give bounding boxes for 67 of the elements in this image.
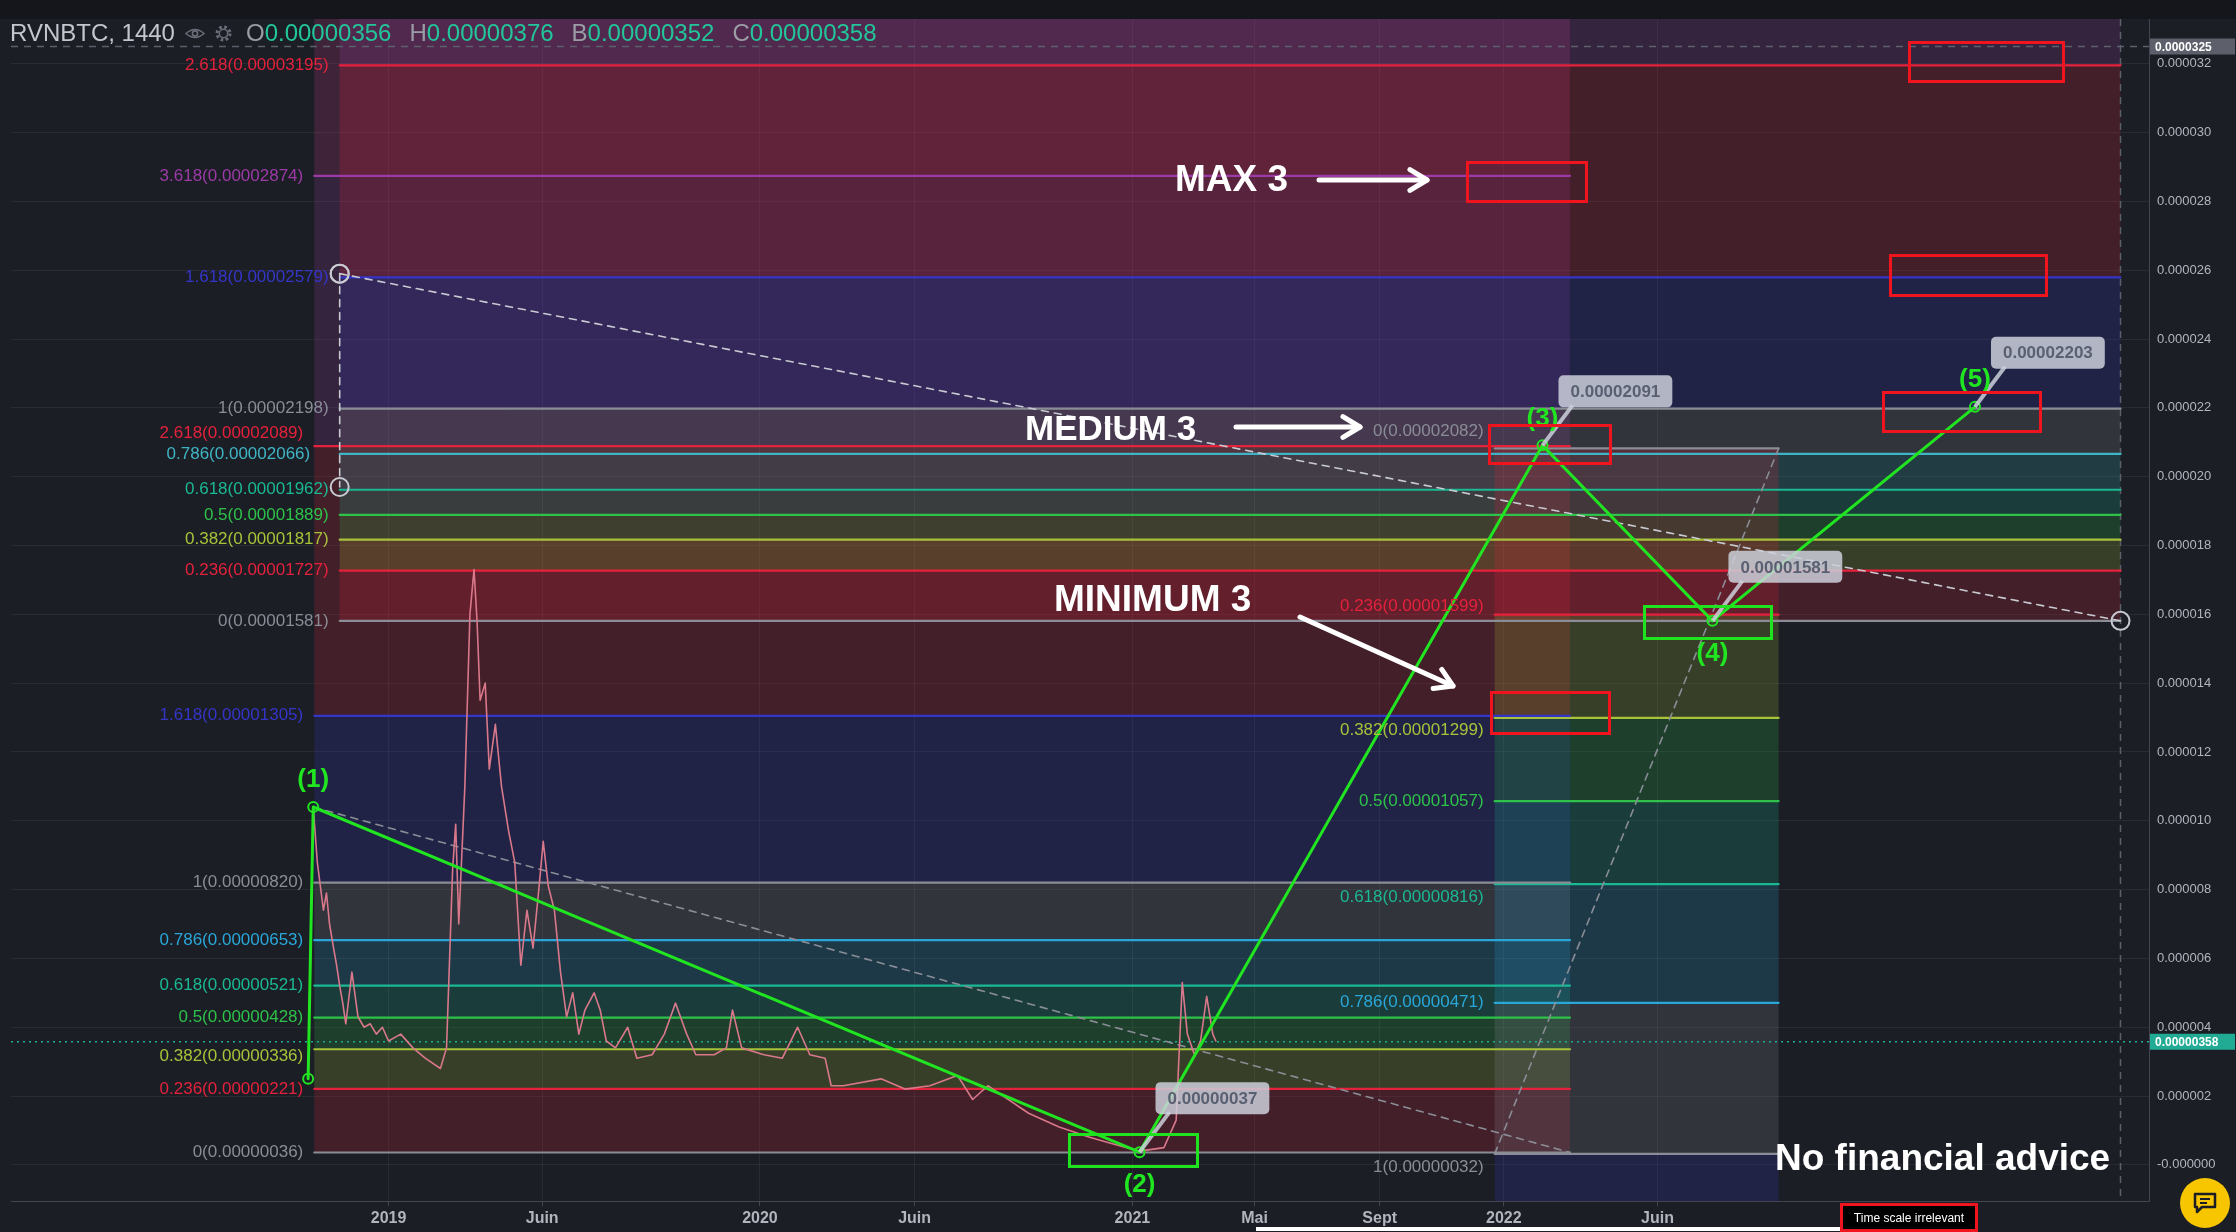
annotation: (2): [1123, 1168, 1156, 1199]
series-label: 2.618(0.00002089): [159, 422, 304, 442]
series-label: 0(0.00001581): [218, 610, 329, 630]
series-label: 0.618(0.00000816): [1339, 887, 1484, 907]
y-tick-label: 0.000024: [2157, 330, 2212, 346]
ref-line-label: 0.0000325: [2155, 39, 2213, 54]
x-tick-label: Sept: [1362, 1209, 1398, 1227]
annotation: MAX 3: [1175, 158, 1289, 199]
x-tick-label: Juin: [1641, 1209, 1674, 1227]
annotation: (4): [1696, 637, 1729, 668]
y-tick-label: 0.000010: [2157, 812, 2212, 828]
series-label: 0.786(0.00000653): [159, 929, 304, 949]
y-tick-label: 0.000028: [2157, 192, 2212, 208]
series-label: 0(0.00002082): [1373, 420, 1484, 440]
series-label: 1(0.00002198): [218, 398, 329, 418]
series-label: 0.786(0.00000471): [1339, 992, 1484, 1012]
chart-title: RVNBTC, 1440: [10, 19, 175, 47]
series-label: 0(0.00000036): [192, 1142, 304, 1162]
y-tick-label: 0.000018: [2157, 537, 2212, 553]
y-tick-label: 0.000032: [2157, 55, 2212, 71]
series-label: 0.236(0.00001727): [185, 560, 329, 580]
y-tick-label: 0.000004: [2157, 1018, 2212, 1034]
series-label: 0.5(0.00000428): [178, 1007, 304, 1027]
annotation: (5): [1959, 362, 1991, 393]
x-tick-label: Juin: [525, 1209, 559, 1227]
annotation: (1): [297, 763, 330, 794]
data-label: 0.00000037: [1167, 1088, 1258, 1108]
text: Time scale irrelevant: [1840, 1203, 1978, 1232]
series-label: 1(0.00000820): [192, 872, 304, 892]
y-tick-label: 0.000014: [2157, 674, 2212, 690]
x-tick-label: 2021: [1114, 1209, 1151, 1227]
annotation: No financial advice: [1775, 1137, 2111, 1178]
series-label: 0.382(0.00001817): [185, 529, 329, 549]
y-tick-label: 0.000016: [2157, 605, 2212, 621]
chart-subtitle: O0.00000356 H0.00000376 B0.00000352 C0.00000358: [245, 19, 877, 46]
x-tick-label: Mai: [1241, 1209, 1268, 1227]
series-label: 1.618(0.00002579): [185, 267, 329, 287]
series-label: 2.618(0.00003195): [185, 55, 329, 75]
data-label: 0.00002203: [2002, 343, 2093, 363]
series-label: 0.236(0.00000221): [159, 1078, 304, 1098]
x-tick-label: 2020: [742, 1209, 778, 1227]
x-tick-label: 2022: [1486, 1209, 1522, 1227]
x-tick-label: 2019: [370, 1209, 407, 1227]
series-label: 0.382(0.00000336): [159, 1046, 304, 1066]
y-tick-label: -0.000000: [2157, 1156, 2216, 1172]
series-label: 0.618(0.00000521): [159, 975, 304, 995]
series-label: 0.5(0.00001889): [203, 504, 329, 524]
series-label: 3.618(0.00002874): [159, 165, 304, 185]
series-label: 0.786(0.00002066): [166, 443, 311, 463]
data-label: 0.00001581: [1740, 557, 1831, 577]
series-label: 1.618(0.00001305): [159, 705, 304, 725]
annotation: MINIMUM 3: [1054, 578, 1252, 619]
series-label: 0.5(0.00001057): [1358, 790, 1484, 810]
series-label: 1(0.00000032): [1373, 1157, 1484, 1177]
y-tick-label: 0.000008: [2157, 881, 2212, 897]
ref-line-label: 0.00000358: [2155, 1034, 2219, 1049]
series-label: 0.618(0.00001962): [185, 479, 329, 499]
y-tick-label: 0.000030: [2157, 124, 2212, 140]
y-tick-label: 0.000020: [2157, 468, 2212, 484]
data-label: 0.00002091: [1570, 382, 1661, 402]
y-tick-label: 0.000006: [2157, 949, 2212, 965]
x-tick-label: Juin: [898, 1209, 932, 1227]
y-tick-label: 0.000026: [2157, 261, 2212, 277]
y-tick-label: 0.000012: [2157, 743, 2212, 759]
annotation: MEDIUM 3: [1025, 408, 1197, 447]
y-tick-label: 0.000022: [2157, 399, 2212, 415]
y-tick-label: 0.000002: [2157, 1087, 2212, 1103]
